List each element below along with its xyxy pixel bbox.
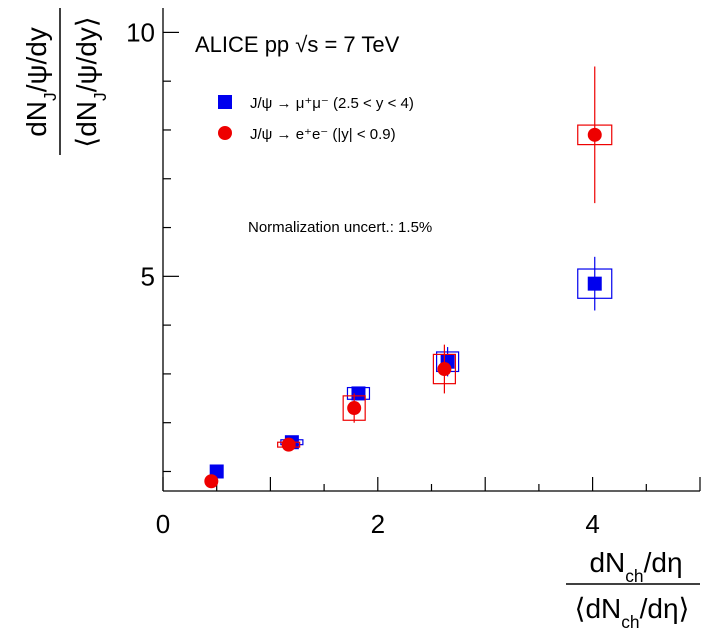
legend-marker-muon xyxy=(218,95,232,109)
data-point xyxy=(204,474,219,489)
data-marks xyxy=(204,66,613,489)
data-point xyxy=(437,362,452,377)
legend-label-muon: J/ψ → μ⁺μ⁻ (2.5 < y < 4) xyxy=(250,95,414,112)
data-point xyxy=(351,386,366,401)
x-tick-label: 2 xyxy=(371,509,385,539)
series-electron xyxy=(204,66,613,489)
series-muon xyxy=(209,256,613,479)
y-tick-label: 5 xyxy=(141,261,155,291)
data-point xyxy=(587,127,602,142)
data-point xyxy=(347,401,362,416)
axes xyxy=(162,8,700,492)
x-tick-label: 4 xyxy=(585,509,599,539)
axis-ticks: 0 2 4 5 10 xyxy=(126,17,701,539)
x-tick-label: 0 xyxy=(156,509,170,539)
y-tick-label: 10 xyxy=(126,17,155,47)
legend-marker-electron xyxy=(218,126,232,140)
y-axis-label-numerator: dNJ/ψ/dy xyxy=(21,27,60,137)
data-point xyxy=(281,437,296,452)
normalization-note: Normalization uncert.: 1.5% xyxy=(248,219,432,236)
y-axis-label: dNJ/ψ/dy ⟨dNJ/ψ/dy⟩ xyxy=(21,8,110,155)
legend: J/ψ → μ⁺μ⁻ (2.5 < y < 4) J/ψ → e⁺e⁻ (|y|… xyxy=(218,95,414,143)
legend-label-electron: J/ψ → e⁺e⁻ (|y| < 0.9) xyxy=(250,126,396,143)
x-axis-label-denominator: ⟨dNch/dη⟩ xyxy=(575,593,690,632)
chart-title: ALICE pp √s = 7 TeV xyxy=(195,32,400,57)
y-axis-label-denominator: ⟨dNJ/ψ/dy⟩ xyxy=(71,16,110,147)
x-axis-label-numerator: dNch/dη xyxy=(589,547,682,586)
data-point xyxy=(587,276,602,291)
x-axis-label: dNch/dη ⟨dNch/dη⟩ xyxy=(566,547,700,632)
